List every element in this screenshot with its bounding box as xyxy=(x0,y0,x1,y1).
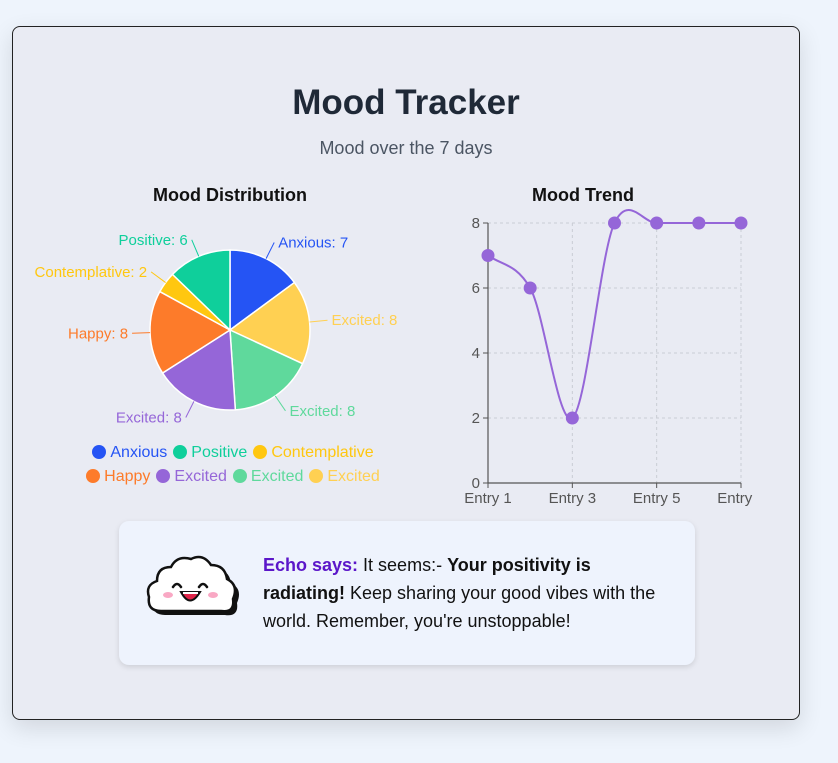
mood-trend-line xyxy=(487,209,741,420)
pie-leader-0 xyxy=(265,242,275,259)
legend-label-2: Contemplative xyxy=(271,444,374,461)
pie-leader-6 xyxy=(191,239,200,257)
legend-item-6[interactable]: Excited xyxy=(309,465,380,489)
pie-slice-6 xyxy=(171,249,231,332)
mood-point-4[interactable] xyxy=(650,216,664,230)
pie-slice-1 xyxy=(228,281,311,365)
legend-item-4[interactable]: Excited xyxy=(156,465,227,489)
mood-point-6[interactable] xyxy=(734,216,748,230)
x-tick-label-2: Entry 5 xyxy=(633,490,681,507)
pie-data-label-2: Excited: 8 xyxy=(289,403,355,420)
pie-slice-2 xyxy=(229,328,304,411)
echo-message-box: Echo says: It seems:- Your positivity is… xyxy=(119,521,695,665)
pie-data-label-3: Excited: 8 xyxy=(116,409,182,426)
echo-text: Echo says: It seems:- Your positivity is… xyxy=(263,551,673,635)
echo-message: Keep sharing your good vibes with the wo… xyxy=(263,583,656,631)
mood-trend-line-chart: 0 2 4 6 8 Entry 1 Entry 3 Entry 5 Entry 7 xyxy=(464,209,753,507)
mood-point-1[interactable] xyxy=(523,281,537,295)
x-tick-label-3: Entry 7 xyxy=(717,490,753,507)
mood-point-0[interactable] xyxy=(481,249,495,262)
mood-tracker-card: Mood Tracker Mood over the 7 days Mood D… xyxy=(12,26,800,720)
legend-label-3: Happy xyxy=(104,468,151,485)
legend-swatch-5 xyxy=(232,469,247,483)
page-title: Mood Tracker xyxy=(292,83,520,122)
pie-leader-2 xyxy=(274,395,286,412)
pie-slice-0 xyxy=(229,249,296,332)
legend-swatch-1 xyxy=(173,445,188,459)
mood-distribution-pie: Anxious: 7 Excited: 8 Excited: 8 Excited: 8… xyxy=(35,232,398,427)
legend-item-1[interactable]: Positive xyxy=(173,441,247,465)
legend-label-4: Excited xyxy=(174,468,227,485)
legend-label-1: Positive xyxy=(191,444,248,461)
y-tick-label-2: 4 xyxy=(472,345,480,362)
legend-swatch-4 xyxy=(156,469,171,483)
echo-intro: It seems:- xyxy=(358,555,448,575)
legend-item-5[interactable]: Excited xyxy=(232,465,304,489)
y-tick-label-1: 2 xyxy=(472,410,480,427)
legend-item-2[interactable]: Contemplative xyxy=(253,441,374,465)
legend-swatch-3 xyxy=(86,469,101,483)
pie-chart-title: Mood Distribution xyxy=(153,185,307,205)
pie-leader-5 xyxy=(150,271,166,283)
pie-slice-3 xyxy=(161,328,237,411)
echo-highlight: Your positivity is radiating! xyxy=(263,555,591,603)
x-tick-label-1: Entry 3 xyxy=(549,490,597,507)
legend-label-6: Excited xyxy=(327,468,380,485)
pie-data-label-1: Excited: 8 xyxy=(332,312,398,329)
line-chart-title: Mood Trend xyxy=(532,185,634,205)
page-subtitle: Mood over the 7 days xyxy=(319,138,493,158)
pie-legend: Anxious Positive Contemplative Happy Excited… xyxy=(73,441,393,489)
pie-leader-4 xyxy=(132,332,151,334)
legend-swatch-6 xyxy=(309,469,324,483)
y-tick-label-3: 6 xyxy=(472,280,480,297)
mood-point-2[interactable] xyxy=(565,411,579,425)
pie-data-label-5: Contemplative: 2 xyxy=(35,264,148,281)
pie-data-label-0: Anxious: 7 xyxy=(278,235,348,252)
mood-point-3[interactable] xyxy=(608,216,621,230)
x-tick-label-0: Entry 1 xyxy=(464,490,512,507)
pie-leader-3 xyxy=(185,401,195,418)
echo-name: Echo says: xyxy=(263,555,359,575)
legend-item-0[interactable]: Anxious xyxy=(92,441,167,465)
legend-swatch-2 xyxy=(253,445,268,459)
mood-point-5[interactable] xyxy=(692,216,706,230)
pie-leader-1 xyxy=(309,319,328,323)
legend-item-3[interactable]: Happy xyxy=(86,465,150,489)
legend-swatch-0 xyxy=(92,445,107,459)
legend-label-5: Excited xyxy=(250,468,304,485)
pie-data-label-4: Happy: 8 xyxy=(68,325,128,342)
y-tick-label-4: 8 xyxy=(472,215,480,232)
pie-data-label-6: Positive: 6 xyxy=(119,232,188,249)
y-tick-label-0: 0 xyxy=(472,475,480,492)
legend-label-0: Anxious xyxy=(110,444,168,461)
happy-cloud-icon xyxy=(146,555,239,616)
